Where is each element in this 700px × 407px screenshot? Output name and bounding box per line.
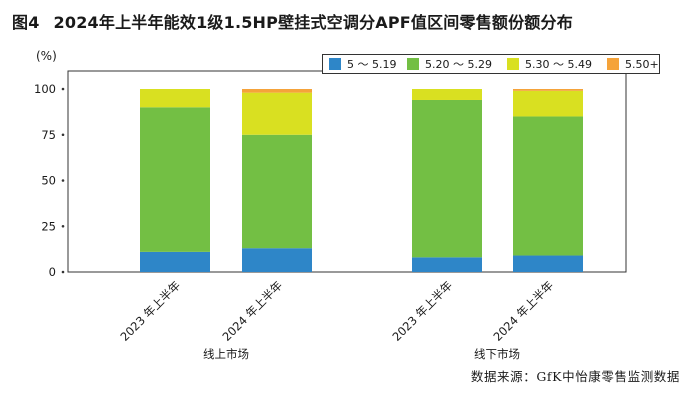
- y-tick-label: 75: [41, 128, 56, 142]
- bar-segment-2-series-4: [242, 89, 312, 93]
- y-tick-label: 0: [49, 265, 56, 279]
- y-tick-label: 50: [41, 174, 56, 188]
- bar-segment-1-series-3: [140, 89, 210, 108]
- bar-segment-4-series-3: [513, 90, 583, 117]
- legend-item-4: 5.50+: [607, 58, 659, 71]
- y-tick-mark: [61, 224, 65, 228]
- figure-number: 图4: [12, 13, 40, 32]
- bar-segment-4-series-4: [513, 89, 583, 91]
- legend-label-1: 5 ～ 5.19: [347, 58, 397, 71]
- legend-label-3: 5.30 ～ 5.49: [525, 58, 592, 71]
- bar-segment-4-series-1: [513, 255, 583, 272]
- bar-segment-2-series-3: [242, 92, 312, 135]
- legend-swatch-3: [507, 58, 519, 70]
- chart-legend: 5 ～ 5.19 5.20 ～ 5.29 5.30 ～ 5.49 5.50+: [322, 54, 660, 74]
- legend-item-1: 5 ～ 5.19: [329, 56, 396, 72]
- group-label-2: 线下市场: [474, 347, 520, 361]
- y-tick-label: 25: [41, 219, 56, 233]
- bar-segment-3-series-3: [412, 89, 482, 100]
- legend-swatch-2: [407, 58, 419, 70]
- bar-segment-3-series-1: [412, 257, 482, 272]
- figure-title-text: 2024年上半年能效1级1.5HP壁挂式空调分APF值区间零售额份额分布: [53, 13, 573, 32]
- legend-swatch-4: [607, 58, 619, 70]
- y-tick-mark: [61, 133, 65, 137]
- bar-segment-1-series-1: [140, 251, 210, 272]
- x-category-label-4: 2024 年上半年: [490, 278, 556, 344]
- figure-title: 图4 2024年上半年能效1级1.5HP壁挂式空调分APF值区间零售额份额分布: [12, 9, 573, 33]
- legend-item-3: 5.30 ～ 5.49: [507, 56, 592, 72]
- legend-label-4: 5.50+: [625, 57, 659, 71]
- legend-swatch-1: [329, 58, 341, 70]
- group-label-1: 线上市场: [203, 347, 249, 361]
- x-category-label-3: 2023 年上半年: [389, 278, 455, 344]
- y-tick-mark: [61, 87, 65, 91]
- bar-segment-4-series-2: [513, 116, 583, 256]
- bar-segment-2-series-1: [242, 248, 312, 272]
- bar-segment-2-series-2: [242, 134, 312, 249]
- x-category-label-2: 2024 年上半年: [219, 278, 285, 344]
- y-tick-label: 100: [34, 82, 56, 96]
- bar-segment-3-series-2: [412, 99, 482, 258]
- bar-segment-1-series-2: [140, 107, 210, 252]
- legend-label-2: 5.20 ～ 5.29: [425, 58, 492, 71]
- x-category-label-1: 2023 年上半年: [117, 278, 183, 344]
- y-axis-unit: (%): [36, 49, 57, 63]
- y-tick-mark: [61, 270, 65, 274]
- legend-item-2: 5.20 ～ 5.29: [407, 56, 492, 72]
- data-source: 数据来源：GfK中怡康零售监测数据: [470, 369, 680, 384]
- y-tick-mark: [61, 179, 65, 182]
